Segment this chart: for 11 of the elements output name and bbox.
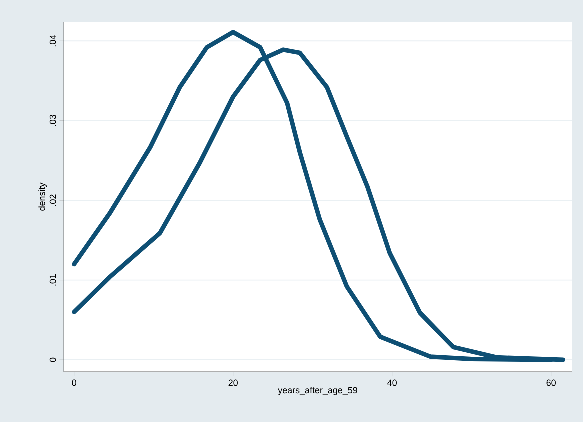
x-tick-label: 0 [72, 380, 76, 386]
y-tick-label: .02 [50, 194, 56, 206]
y-tick-label: .03 [50, 115, 56, 126]
y-tick-label: .04 [50, 35, 56, 47]
x-tick-label: 40 [388, 380, 397, 386]
y-tick-label: 0 [50, 358, 56, 362]
y-tick-label: .01 [50, 274, 56, 286]
y-axis-title: density [38, 182, 48, 211]
x-tick-label: 60 [546, 380, 556, 386]
x-tick-label: 20 [228, 380, 238, 386]
x-axis-title: years_after_age_59 [278, 386, 358, 396]
